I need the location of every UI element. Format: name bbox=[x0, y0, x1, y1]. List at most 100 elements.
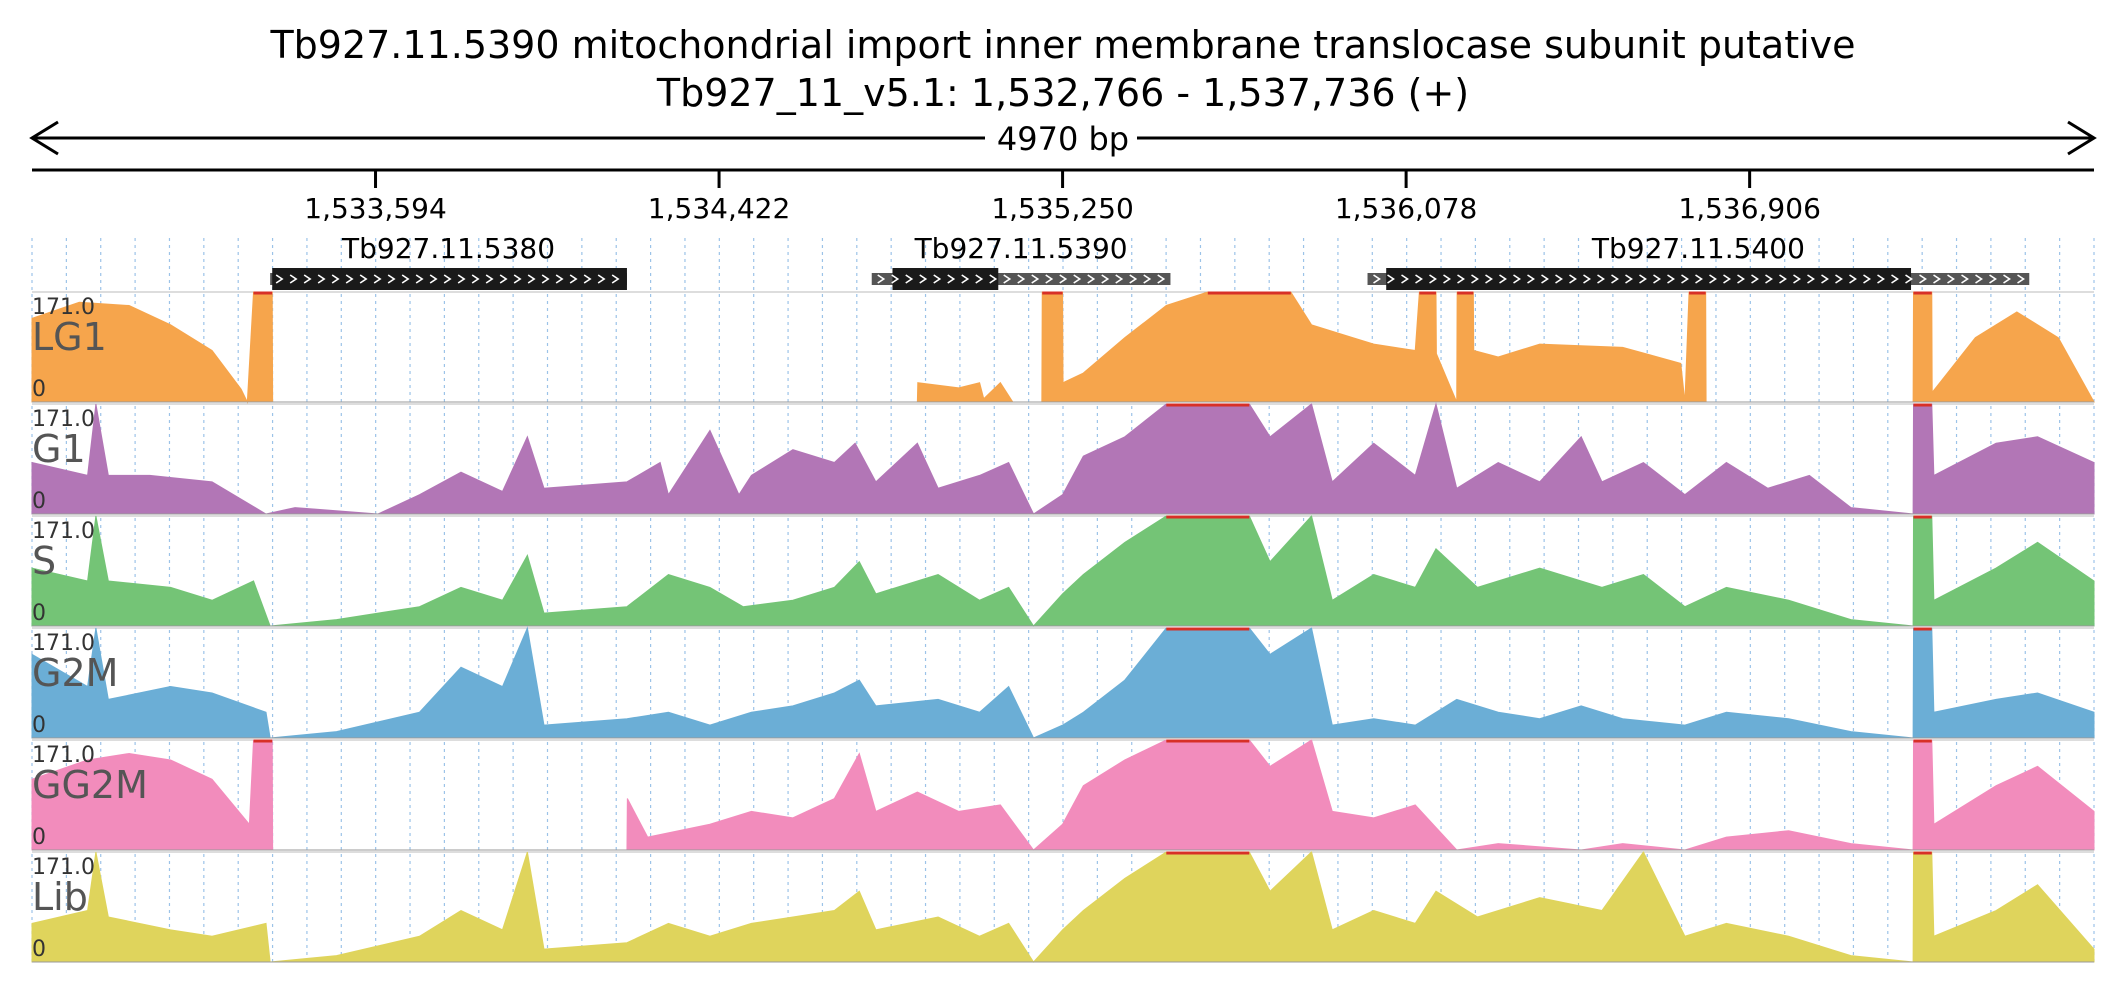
strand-arrow bbox=[1835, 274, 1843, 284]
strand-arrow bbox=[1401, 274, 1409, 284]
gene-cds bbox=[892, 268, 999, 290]
strand-arrow bbox=[1877, 274, 1885, 284]
strand-arrow bbox=[933, 274, 942, 284]
coverage-area bbox=[31, 514, 2095, 627]
strand-arrow bbox=[919, 274, 928, 284]
strand-arrow bbox=[317, 274, 326, 284]
strand-arrow bbox=[1891, 274, 1899, 284]
axis-tick-label: 1,536,906 bbox=[1678, 192, 1821, 225]
strand-arrow bbox=[2003, 274, 2011, 284]
strand-arrow bbox=[1513, 274, 1521, 284]
track-lg1: 171.0 0 LG1 bbox=[31, 291, 2095, 404]
strand-arrow bbox=[583, 274, 592, 284]
strand-arrow bbox=[457, 274, 466, 284]
gene-track: Tb927.11.5380 Tb927.11.5390 Tb927.11.5400 bbox=[270, 232, 2030, 290]
strand-arrow bbox=[1849, 274, 1857, 284]
axis-tick-label: 1,533,594 bbox=[304, 192, 447, 225]
strand-arrow bbox=[1947, 274, 1955, 284]
coverage-tracks: 171.00LG1171.00G1171.00S171.00G2M171.00G… bbox=[31, 291, 2095, 963]
strand-arrow bbox=[1653, 274, 1661, 284]
strand-arrow bbox=[527, 274, 536, 284]
track-name: G2M bbox=[32, 651, 118, 695]
strand-arrow bbox=[611, 274, 620, 284]
strand-arrow bbox=[975, 274, 984, 284]
span-arrow: 4970 bp bbox=[29, 120, 2097, 158]
strand-arrow bbox=[569, 274, 578, 284]
strand-arrow bbox=[1737, 274, 1745, 284]
y-max-label: 171.0 bbox=[32, 519, 95, 544]
strand-arrow bbox=[1919, 274, 1927, 284]
strand-arrow bbox=[1793, 274, 1801, 284]
gene-label: Tb927.11.5380 bbox=[341, 232, 555, 265]
strand-arrow bbox=[443, 274, 452, 284]
strand-arrow bbox=[359, 274, 368, 284]
strand-arrow bbox=[1157, 274, 1166, 284]
coverage-area bbox=[31, 402, 2095, 515]
strand-arrow bbox=[947, 274, 956, 284]
strand-arrow bbox=[1045, 274, 1054, 284]
strand-arrow bbox=[303, 274, 312, 284]
strand-arrow bbox=[1555, 274, 1563, 284]
track-name: Lib bbox=[32, 875, 88, 919]
strand-arrow bbox=[1989, 274, 1997, 284]
track-g2m: 171.0 0 G2M bbox=[31, 626, 2095, 739]
strand-arrow bbox=[275, 274, 284, 284]
strand-arrow bbox=[1129, 274, 1138, 284]
strand-arrow bbox=[401, 274, 410, 284]
strand-arrow bbox=[1751, 274, 1759, 284]
position-axis: 1,533,594 1,534,422 1,535,250 1,536,078 1,53… bbox=[32, 168, 2094, 225]
strand-arrow bbox=[499, 274, 508, 284]
strand-arrow bbox=[891, 274, 900, 284]
track-gg2m: 171.0 0 GG2M bbox=[31, 739, 2095, 851]
strand-arrow bbox=[1387, 274, 1395, 284]
strand-arrow bbox=[2017, 274, 2025, 284]
gene-label: Tb927.11.5400 bbox=[1591, 232, 1805, 265]
strand-arrow bbox=[1373, 274, 1381, 284]
strand-arrow bbox=[1499, 274, 1507, 284]
y-min-label: 0 bbox=[32, 601, 46, 626]
gene-label: Tb927.11.5390 bbox=[914, 232, 1128, 265]
strand-arrow bbox=[1031, 274, 1040, 284]
chart-subtitle: Tb927_11_v5.1: 1,532,766 - 1,537,736 (+) bbox=[656, 71, 1469, 115]
strand-arrow bbox=[1695, 274, 1703, 284]
strand-arrow bbox=[905, 274, 914, 284]
strand-arrow bbox=[1017, 274, 1026, 284]
y-min-label: 0 bbox=[32, 713, 46, 738]
strand-arrow bbox=[1073, 274, 1082, 284]
coverage-area bbox=[31, 851, 2095, 963]
y-max-label: 171.0 bbox=[32, 743, 95, 768]
strand-arrow bbox=[1863, 274, 1871, 284]
strand-arrow bbox=[1527, 274, 1535, 284]
strand-arrow bbox=[1975, 274, 1983, 284]
strand-arrow bbox=[1667, 274, 1675, 284]
y-min-label: 0 bbox=[32, 937, 46, 962]
strand-arrow bbox=[471, 274, 480, 284]
strand-arrow bbox=[1087, 274, 1096, 284]
y-min-label: 0 bbox=[32, 377, 46, 402]
span-label: 4970 bp bbox=[997, 120, 1129, 158]
y-min-label: 0 bbox=[32, 825, 46, 850]
strand-arrow bbox=[1443, 274, 1451, 284]
strand-arrow bbox=[1723, 274, 1731, 284]
strand-arrow bbox=[345, 274, 354, 284]
y-min-label: 0 bbox=[32, 489, 46, 514]
strand-arrow bbox=[1821, 274, 1829, 284]
axis-tick-label: 1,534,422 bbox=[648, 192, 791, 225]
track-g1: 171.0 0 G1 bbox=[31, 402, 2095, 515]
strand-arrow bbox=[485, 274, 494, 284]
strand-arrow bbox=[1611, 274, 1619, 284]
track-lib: 171.0 0 Lib bbox=[31, 851, 2095, 963]
strand-arrow bbox=[1779, 274, 1787, 284]
strand-arrow bbox=[415, 274, 424, 284]
strand-arrow bbox=[597, 274, 606, 284]
strand-arrow bbox=[1569, 274, 1577, 284]
axis-tick-label: 1,536,078 bbox=[1335, 192, 1478, 225]
strand-arrow bbox=[1625, 274, 1633, 284]
strand-arrow bbox=[1681, 274, 1689, 284]
strand-arrow bbox=[1471, 274, 1479, 284]
strand-arrow bbox=[331, 274, 340, 284]
strand-arrow bbox=[1457, 274, 1465, 284]
strand-arrow bbox=[1143, 274, 1152, 284]
track-s: 171.0 0 S bbox=[31, 514, 2095, 627]
